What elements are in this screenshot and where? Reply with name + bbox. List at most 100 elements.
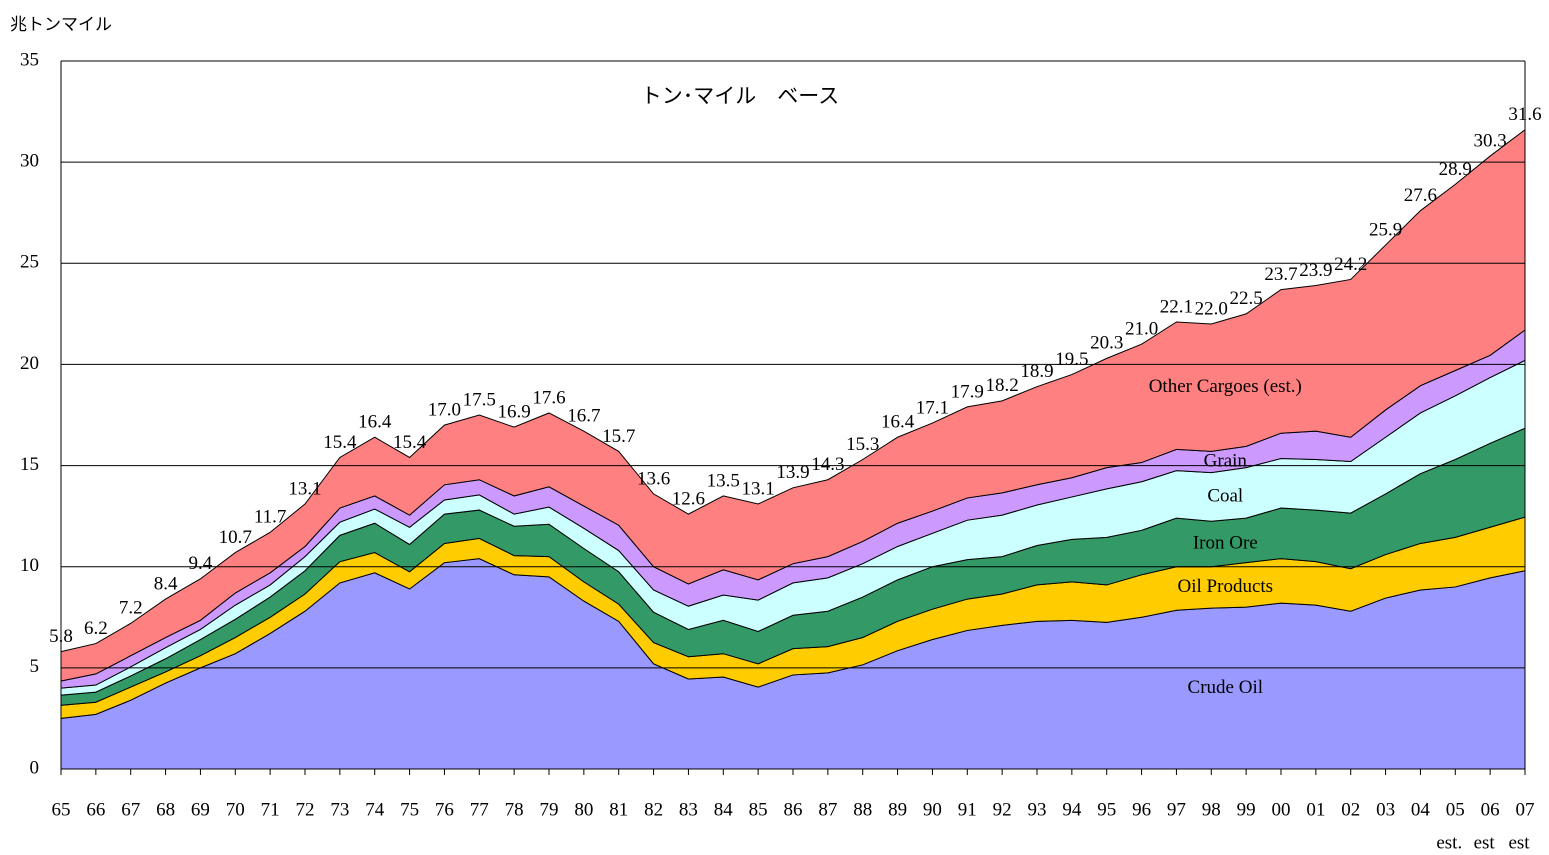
total-label: 28.9 [1439, 159, 1472, 180]
x-tick-label: 81 [609, 799, 628, 820]
total-label: 19.5 [1055, 349, 1088, 370]
total-label: 17.5 [463, 389, 496, 410]
y-tick-label: 15 [20, 454, 39, 475]
total-label: 17.0 [428, 399, 461, 420]
x-tick-label: 94 [1062, 799, 1082, 820]
total-label: 13.9 [776, 462, 809, 483]
total-label: 23.7 [1264, 264, 1297, 285]
series-label: Crude Oil [1188, 677, 1263, 698]
y-tick-label: 20 [20, 353, 39, 374]
total-label: 22.0 [1195, 298, 1228, 319]
series-label: Oil Products [1178, 576, 1274, 597]
x-tick-label: 92 [993, 799, 1012, 820]
x-tick-label: 68 [156, 799, 175, 820]
x-sublabel: est. [1436, 832, 1462, 853]
y-tick-label: 5 [30, 656, 40, 677]
series-label: Coal [1207, 485, 1243, 506]
x-tick-label: 69 [191, 799, 210, 820]
x-tick-label: 66 [86, 799, 105, 820]
total-label: 24.2 [1334, 254, 1367, 275]
x-tick-label: 82 [644, 799, 663, 820]
total-label: 15.7 [602, 426, 635, 447]
total-label: 22.1 [1160, 296, 1193, 317]
x-tick-label: 91 [958, 799, 977, 820]
total-label: 18.2 [986, 375, 1019, 396]
total-label: 13.1 [742, 478, 775, 499]
total-label: 18.9 [1020, 361, 1053, 382]
total-label: 15.4 [393, 432, 427, 453]
x-sublabel: est [1508, 832, 1530, 853]
x-tick-label: 71 [261, 799, 280, 820]
x-tick-label: 99 [1237, 799, 1256, 820]
x-tick-label: 90 [923, 799, 942, 820]
y-tick-label: 25 [20, 252, 39, 273]
x-tick-label: 93 [1028, 799, 1047, 820]
total-label: 23.9 [1299, 260, 1332, 281]
x-tick-label: 85 [749, 799, 768, 820]
x-tick-label: 95 [1097, 799, 1116, 820]
x-tick-label: 83 [679, 799, 698, 820]
y-axis-label: 兆トンマイル [10, 15, 112, 35]
total-label: 16.7 [567, 406, 600, 427]
x-tick-label: 79 [540, 799, 559, 820]
total-label: 16.4 [881, 412, 915, 433]
x-tick-label: 00 [1272, 799, 1291, 820]
x-sublabel: est [1474, 832, 1496, 853]
total-label: 17.9 [951, 381, 984, 402]
x-tick-label: 75 [400, 799, 419, 820]
total-label: 17.1 [916, 397, 949, 418]
x-tick-label: 05 [1446, 799, 1465, 820]
x-tick-label: 70 [226, 799, 245, 820]
x-tick-label: 04 [1411, 799, 1431, 820]
total-label: 21.0 [1125, 319, 1158, 340]
series-label: Other Cargoes (est.) [1149, 376, 1302, 397]
x-tick-label: 06 [1481, 799, 1500, 820]
chart-title: トン･マイル ベース [641, 84, 839, 108]
series-label: Grain [1204, 450, 1248, 471]
total-label: 6.2 [84, 618, 108, 639]
y-tick-label: 10 [20, 555, 39, 576]
x-tick-label: 07 [1516, 799, 1535, 820]
x-tick-label: 80 [574, 799, 593, 820]
x-tick-label: 87 [818, 799, 837, 820]
y-tick-label: 35 [20, 49, 39, 70]
total-label: 13.5 [707, 470, 740, 491]
x-tick-label: 03 [1376, 799, 1395, 820]
total-label: 14.3 [811, 454, 844, 475]
x-tick-label: 74 [365, 799, 385, 820]
x-tick-label: 98 [1202, 799, 1221, 820]
x-tick-label: 77 [470, 799, 489, 820]
total-label: 25.9 [1369, 219, 1402, 240]
x-tick-label: 67 [121, 799, 140, 820]
x-tick-label: 97 [1167, 799, 1186, 820]
total-label: 15.3 [846, 434, 879, 455]
total-label: 27.6 [1404, 185, 1437, 206]
total-label: 30.3 [1474, 130, 1507, 151]
x-tick-label: 89 [888, 799, 907, 820]
x-tick-label: 73 [330, 799, 349, 820]
x-tick-label: 84 [714, 799, 734, 820]
y-tick-label: 0 [30, 757, 40, 778]
x-tick-label: 78 [505, 799, 524, 820]
total-label: 9.4 [189, 553, 213, 574]
x-tick-label: 88 [853, 799, 872, 820]
total-label: 8.4 [154, 573, 178, 594]
total-label: 16.9 [498, 401, 531, 422]
total-label: 13.6 [637, 468, 670, 489]
y-tick-label: 30 [20, 151, 39, 172]
x-tick-label: 76 [435, 799, 454, 820]
x-tick-label: 02 [1341, 799, 1360, 820]
total-label: 15.4 [323, 432, 357, 453]
series-label: Iron Ore [1193, 532, 1258, 553]
x-tick-label: 86 [784, 799, 803, 820]
x-tick-label: 72 [296, 799, 315, 820]
x-tick-label: 01 [1306, 799, 1325, 820]
total-label: 20.3 [1090, 333, 1123, 354]
total-label: 17.6 [532, 387, 565, 408]
total-label: 13.1 [288, 478, 321, 499]
total-label: 10.7 [219, 527, 252, 548]
total-label: 11.7 [254, 507, 287, 528]
total-label: 7.2 [119, 598, 143, 619]
x-tick-label: 65 [52, 799, 71, 820]
